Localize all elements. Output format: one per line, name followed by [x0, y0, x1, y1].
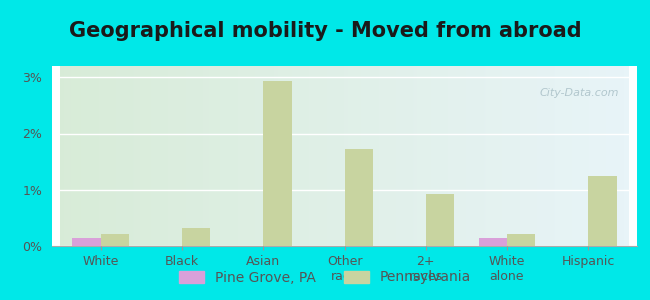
Bar [426, 194, 454, 246]
Bar [72, 238, 101, 246]
Bar [182, 228, 211, 246]
Bar [101, 234, 129, 246]
Bar [588, 176, 617, 246]
Bar [478, 238, 507, 246]
Bar [344, 149, 373, 246]
Text: City-Data.com: City-Data.com [540, 88, 619, 98]
Legend: Pine Grove, PA, Pennsylvania: Pine Grove, PA, Pennsylvania [174, 265, 476, 290]
Text: Geographical mobility - Moved from abroad: Geographical mobility - Moved from abroa… [69, 21, 581, 41]
Bar [263, 81, 292, 246]
Bar [507, 234, 536, 246]
